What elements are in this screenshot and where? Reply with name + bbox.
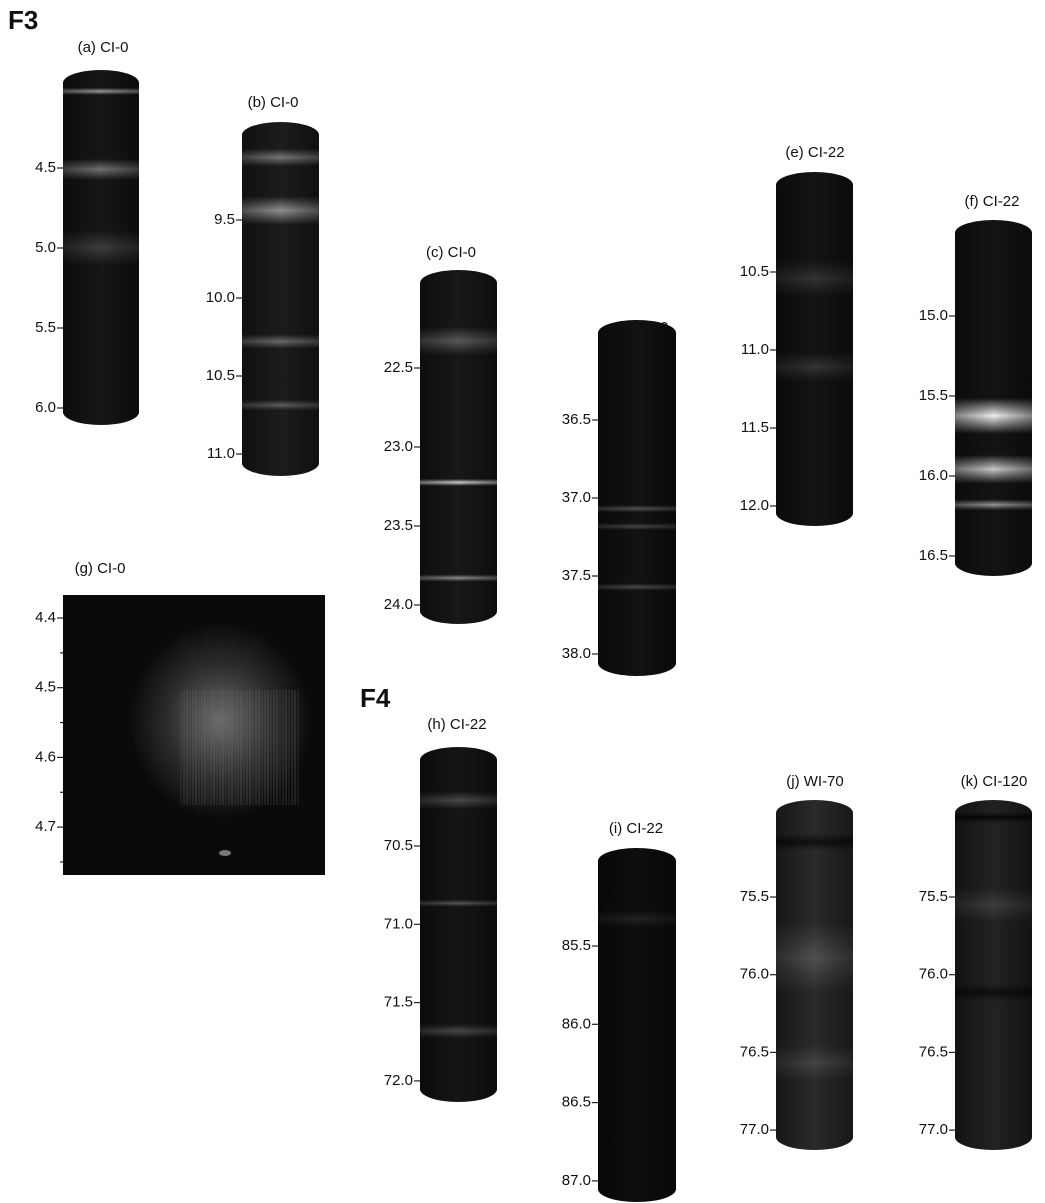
tick-label: 16.5 [919, 547, 948, 564]
tick-label: 11.0 [207, 445, 235, 462]
tick-label: 11.0 [741, 341, 769, 358]
tick-label: 15.0 [919, 307, 948, 324]
tick-label: 16.0 [919, 467, 948, 484]
tick-label: 10.5 [206, 367, 235, 384]
tick-label: 10.5 [740, 263, 769, 280]
tick-label: 85.5 [562, 937, 591, 954]
tick-label: 4.5 [35, 679, 56, 696]
tick-label: 5.0 [35, 239, 56, 256]
tick-label: 36.5 [562, 411, 591, 428]
tick-label: 6.0 [35, 399, 56, 416]
tick-label: 38.0 [562, 645, 591, 662]
tick-label: 76.0 [740, 966, 769, 983]
panel-label: (e) CI-22 [785, 144, 844, 161]
section-label: F4 [360, 683, 391, 713]
tick-label: 24.0 [384, 596, 413, 613]
tick-label: 12.0 [740, 497, 769, 514]
tick-label: 86.5 [562, 1094, 591, 1111]
panel-label: (a) CI-0 [78, 39, 129, 56]
core-shading [776, 800, 853, 1150]
tick-label: 86.0 [562, 1015, 591, 1032]
tick-label: 23.0 [384, 438, 413, 455]
spot [219, 850, 231, 856]
core-shading [63, 70, 139, 425]
tick-label: 37.0 [562, 489, 591, 506]
tick-label: 77.0 [919, 1121, 948, 1138]
tick-label: 76.0 [919, 966, 948, 983]
panel-label: (g) CI-0 [75, 560, 126, 577]
tick-label: 4.4 [35, 609, 56, 626]
panel-label: (i) CI-22 [609, 820, 663, 837]
tick-label: 70.5 [384, 837, 413, 854]
tick-label: 87.0 [562, 1172, 591, 1189]
tick-label: 10.0 [206, 289, 235, 306]
tick-label: 4.6 [35, 748, 56, 765]
tick-label: 75.5 [740, 888, 769, 905]
tick-label: 76.5 [919, 1043, 948, 1060]
tick-label: 4.5 [35, 159, 56, 176]
tick-label: 37.5 [562, 567, 591, 584]
panel-label: (j) WI-70 [786, 773, 844, 790]
core-shading [598, 848, 676, 1202]
tick-label: 75.5 [919, 888, 948, 905]
panel-label: (h) CI-22 [427, 716, 486, 733]
tick-label: 15.5 [919, 387, 948, 404]
section-label: F3 [8, 5, 38, 35]
tick-label: 77.0 [740, 1121, 769, 1138]
panel-label: (f) CI-22 [964, 193, 1019, 210]
tick-label: 9.5 [214, 211, 235, 228]
tick-label: 23.5 [384, 517, 413, 534]
tick-label: 76.5 [740, 1043, 769, 1060]
panel-label: (c) CI-0 [426, 244, 476, 261]
tick-label: 71.0 [384, 915, 413, 932]
core-shading [420, 747, 497, 1102]
core-shading [420, 270, 497, 624]
page: {"sections": [{"label": "F3"}, {"label":… [0, 0, 1045, 1203]
core-shading [776, 172, 853, 526]
core-shading [242, 122, 319, 476]
core-shading [955, 800, 1032, 1150]
core-shading [598, 320, 676, 676]
tick-label: 22.5 [384, 359, 413, 376]
tick-label: 4.7 [35, 818, 56, 835]
panel-label: (k) CI-120 [961, 773, 1028, 790]
tick-label: 72.0 [384, 1072, 413, 1089]
tick-label: 5.5 [35, 319, 56, 336]
tick-label: 11.5 [741, 419, 769, 436]
panel-label: (b) CI-0 [248, 94, 299, 111]
figure: F3 F4 (a) CI-0 4.5 5.0 5.5 6.0 (b) CI-0 9.5 10.… [0, 0, 1045, 1203]
tick-label: 71.5 [384, 994, 413, 1011]
core-shading [955, 220, 1032, 576]
